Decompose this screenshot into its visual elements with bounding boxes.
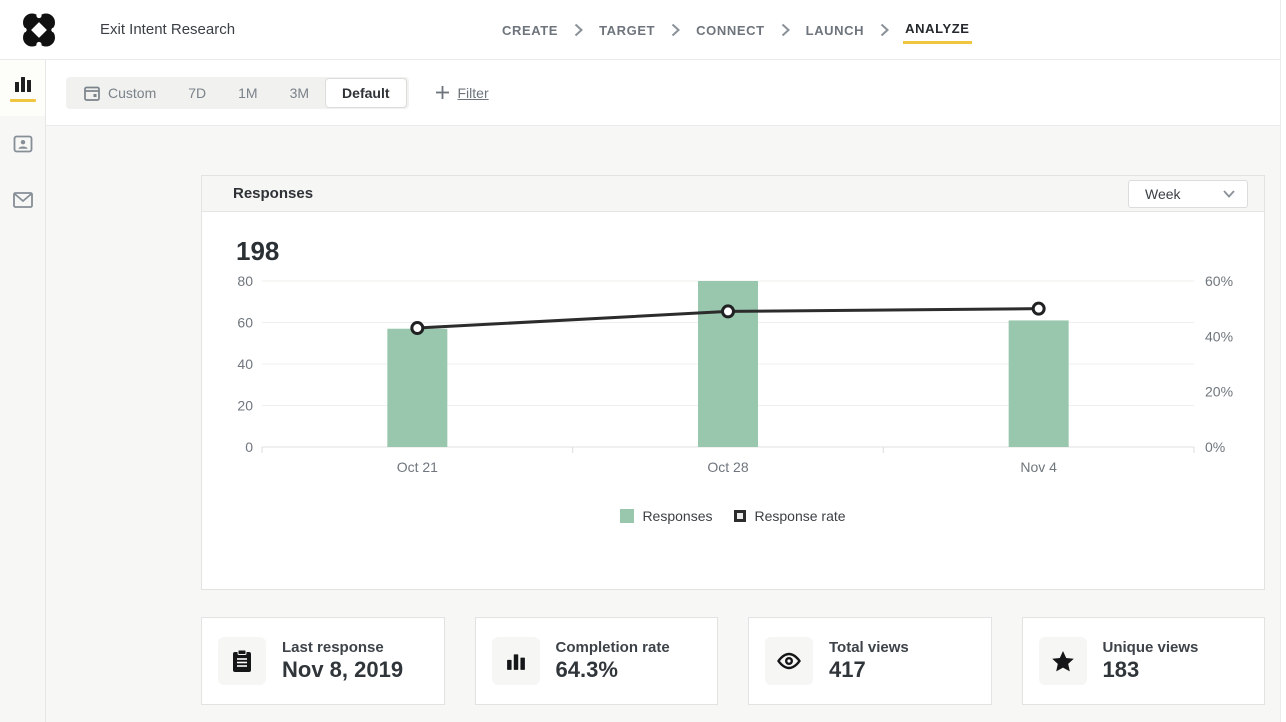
response-rate-point[interactable] xyxy=(723,306,734,317)
right-axis-label: 40% xyxy=(1205,328,1233,344)
chevron-right-icon xyxy=(574,23,583,37)
response-rate-point[interactable] xyxy=(412,323,423,334)
calendar-icon xyxy=(84,85,100,101)
step-analyze[interactable]: ANALYZE xyxy=(903,17,971,44)
stat-icon-tile xyxy=(1039,637,1087,685)
responses-chart: 0 20 40 60 80 0% 20% 40% 60% Oct 21 Oct 28 Nov 4 xyxy=(202,269,1264,501)
left-axis-label: 60 xyxy=(237,315,253,331)
star-icon xyxy=(1051,650,1075,673)
eye-icon xyxy=(776,652,802,670)
response-bar[interactable] xyxy=(387,329,447,447)
range-1m-button[interactable]: 1M xyxy=(222,77,273,109)
date-range-toolbar: Custom 7D 1M 3M Default Filter xyxy=(46,60,1286,126)
bar-chart-icon xyxy=(14,75,32,93)
stat-label: Unique views xyxy=(1103,639,1199,656)
legend-label-responses: Responses xyxy=(642,508,712,524)
stat-card-unique-views: Unique views 183 xyxy=(1022,617,1266,705)
content-area: Responses Week 198 0 20 40 60 80 0% 20% 40% 60% O… xyxy=(46,126,1286,722)
left-axis-label: 0 xyxy=(245,439,253,455)
category-label: Nov 4 xyxy=(1020,459,1057,475)
right-axis-label: 60% xyxy=(1205,273,1233,289)
range-7d-button[interactable]: 7D xyxy=(172,77,222,109)
stat-card-last-response: Last response Nov 8, 2019 xyxy=(201,617,445,705)
range-group: Custom 7D 1M 3M Default xyxy=(66,77,409,109)
legend-item-responses: Responses xyxy=(620,508,712,524)
clipboard-icon xyxy=(231,649,253,673)
step-connect[interactable]: CONNECT xyxy=(694,19,766,42)
scrollbar-track[interactable] xyxy=(1280,0,1286,722)
response-rate-swatch xyxy=(734,510,746,522)
app-logo[interactable] xyxy=(16,12,62,48)
left-axis-label: 80 xyxy=(237,273,253,289)
breadcrumb: CREATE TARGET CONNECT LAUNCH ANALYZE xyxy=(500,0,972,60)
stats-row: Last response Nov 8, 2019 xyxy=(201,617,1265,705)
stat-card-completion-rate: Completion rate 64.3% xyxy=(475,617,719,705)
stat-label: Total views xyxy=(829,639,909,656)
top-header: Exit Intent Research CREATE TARGET CONNE… xyxy=(0,0,1286,60)
chart-card-title: Responses xyxy=(233,185,313,202)
envelope-icon xyxy=(13,192,33,208)
stat-card-total-views: Total views 417 xyxy=(748,617,992,705)
response-bar[interactable] xyxy=(1009,320,1069,447)
responses-chart-card: Responses Week 198 0 20 40 60 80 0% 20% 40% 60% O… xyxy=(201,175,1265,590)
sidebar-item-messages[interactable] xyxy=(0,172,45,228)
active-underline xyxy=(10,99,36,102)
chevron-down-icon xyxy=(1223,190,1235,198)
chart-legend: Responses Response rate xyxy=(202,508,1264,524)
sidebar-item-contacts[interactable] xyxy=(0,116,45,172)
chevron-right-icon xyxy=(671,23,680,37)
bar-chart-icon xyxy=(506,651,526,671)
stat-value: 417 xyxy=(829,657,909,683)
stat-icon-tile xyxy=(492,637,540,685)
stat-value: Nov 8, 2019 xyxy=(282,657,403,683)
responses-total: 198 xyxy=(236,236,1264,267)
logo-icon xyxy=(21,12,57,48)
period-select-value: Week xyxy=(1145,186,1181,202)
chart-card-header: Responses Week xyxy=(202,176,1264,212)
stat-label: Completion rate xyxy=(556,639,670,656)
left-axis-label: 40 xyxy=(237,356,253,372)
chevron-right-icon xyxy=(781,23,790,37)
period-select[interactable]: Week xyxy=(1128,180,1248,208)
range-custom-label: Custom xyxy=(108,85,156,101)
chevron-right-icon xyxy=(880,23,889,37)
left-axis-label: 20 xyxy=(237,398,253,414)
sidebar xyxy=(0,60,46,722)
stat-value: 64.3% xyxy=(556,657,670,683)
plus-icon xyxy=(435,85,450,100)
range-default-button[interactable]: Default xyxy=(325,78,406,108)
sidebar-item-analytics[interactable] xyxy=(0,60,45,116)
right-axis-label: 0% xyxy=(1205,439,1225,455)
add-filter-button[interactable]: Filter xyxy=(435,85,489,101)
contact-card-icon xyxy=(13,134,33,154)
step-target[interactable]: TARGET xyxy=(597,19,657,42)
category-label: Oct 21 xyxy=(397,459,438,475)
category-label: Oct 28 xyxy=(707,459,748,475)
response-rate-point[interactable] xyxy=(1033,303,1044,314)
legend-item-response-rate: Response rate xyxy=(734,508,845,524)
step-create[interactable]: CREATE xyxy=(500,19,560,42)
step-launch[interactable]: LAUNCH xyxy=(804,19,866,42)
stat-icon-tile xyxy=(218,637,266,685)
survey-title: Exit Intent Research xyxy=(100,21,235,38)
range-3m-button[interactable]: 3M xyxy=(274,77,325,109)
filter-label: Filter xyxy=(458,85,489,101)
stat-icon-tile xyxy=(765,637,813,685)
right-axis-label: 20% xyxy=(1205,384,1233,400)
stat-label: Last response xyxy=(282,639,403,656)
responses-swatch xyxy=(620,509,634,523)
legend-label-response-rate: Response rate xyxy=(754,508,845,524)
range-custom-button[interactable]: Custom xyxy=(68,77,172,109)
stat-value: 183 xyxy=(1103,657,1199,683)
